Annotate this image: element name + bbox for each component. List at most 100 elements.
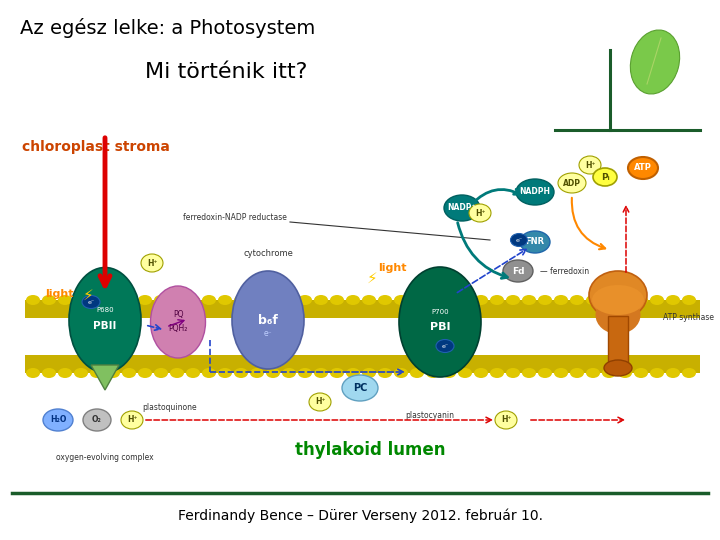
Ellipse shape [522,295,536,305]
Ellipse shape [106,368,120,378]
Ellipse shape [595,296,641,334]
Ellipse shape [378,295,392,305]
Ellipse shape [186,368,200,378]
Ellipse shape [474,368,488,378]
Text: PC: PC [353,383,367,393]
Ellipse shape [602,368,616,378]
Ellipse shape [474,295,488,305]
Text: e⁻: e⁻ [516,238,523,242]
Text: H⁺: H⁺ [474,208,485,218]
Ellipse shape [516,179,554,205]
Ellipse shape [330,295,344,305]
Ellipse shape [42,368,56,378]
Text: Az egész lelke: a Photosystem: Az egész lelke: a Photosystem [20,18,315,38]
Text: ATP synthase: ATP synthase [663,314,714,322]
Ellipse shape [138,368,152,378]
Text: light: light [45,289,73,299]
Ellipse shape [82,295,100,308]
Ellipse shape [378,368,392,378]
Text: cytochrome: cytochrome [243,248,293,258]
Text: Mi történik itt?: Mi történik itt? [145,62,307,82]
Text: b₆f: b₆f [258,314,278,327]
Text: Pᵢ: Pᵢ [600,172,609,181]
Ellipse shape [570,295,584,305]
Text: NADP⁺: NADP⁺ [448,204,476,213]
Ellipse shape [634,368,648,378]
Ellipse shape [69,267,141,373]
Text: ⚡: ⚡ [366,271,377,286]
Text: ferredoxin-NADP reductase: ferredoxin-NADP reductase [183,213,287,222]
Ellipse shape [510,233,528,246]
Ellipse shape [490,368,504,378]
Ellipse shape [90,295,104,305]
Text: ADP: ADP [563,179,581,187]
Ellipse shape [682,368,696,378]
Ellipse shape [495,411,517,429]
Polygon shape [91,365,119,390]
Ellipse shape [444,195,480,221]
Ellipse shape [298,295,312,305]
Text: PQH₂: PQH₂ [168,323,188,333]
Ellipse shape [250,368,264,378]
Ellipse shape [554,295,568,305]
Text: P700: P700 [431,309,449,315]
Ellipse shape [399,267,481,377]
Text: Ferdinandy Bence – Dürer Verseny 2012. február 10.: Ferdinandy Bence – Dürer Verseny 2012. f… [178,509,542,523]
Ellipse shape [26,295,40,305]
Text: H⁺: H⁺ [127,415,138,424]
Ellipse shape [342,375,378,401]
Ellipse shape [202,368,216,378]
Ellipse shape [42,295,56,305]
Ellipse shape [628,157,658,179]
Text: Fd: Fd [512,267,524,275]
Ellipse shape [362,368,376,378]
Text: NADPH: NADPH [520,187,551,197]
Ellipse shape [170,295,184,305]
Text: O₂: O₂ [92,415,102,424]
Ellipse shape [309,393,331,411]
Ellipse shape [154,368,168,378]
Ellipse shape [522,368,536,378]
Text: PBI: PBI [430,322,450,332]
Ellipse shape [74,368,88,378]
Text: ⚡: ⚡ [83,287,94,302]
Ellipse shape [232,271,304,369]
Ellipse shape [298,368,312,378]
Ellipse shape [138,295,152,305]
Text: oxygen-evolving complex: oxygen-evolving complex [56,454,154,462]
Ellipse shape [26,368,40,378]
Ellipse shape [586,368,600,378]
Ellipse shape [618,368,632,378]
Ellipse shape [121,411,143,429]
Text: plastoquinone: plastoquinone [143,403,197,413]
Ellipse shape [436,340,454,353]
Text: e⁻: e⁻ [87,300,94,305]
Ellipse shape [589,271,647,319]
Ellipse shape [234,368,248,378]
Ellipse shape [586,295,600,305]
Ellipse shape [650,368,664,378]
Ellipse shape [554,368,568,378]
Ellipse shape [442,368,456,378]
Text: e⁻: e⁻ [441,343,449,348]
Text: PBII: PBII [94,321,117,331]
Text: H⁺: H⁺ [585,160,595,170]
Ellipse shape [618,295,632,305]
Ellipse shape [43,409,73,431]
Ellipse shape [538,295,552,305]
Ellipse shape [170,368,184,378]
Ellipse shape [74,295,88,305]
Text: H⁺: H⁺ [147,259,157,267]
Ellipse shape [122,295,136,305]
Text: light: light [378,263,407,273]
Ellipse shape [202,295,216,305]
Ellipse shape [282,368,296,378]
Ellipse shape [602,295,616,305]
Text: H⁺: H⁺ [315,397,325,407]
Ellipse shape [410,295,424,305]
Ellipse shape [682,295,696,305]
Text: e⁻: e⁻ [264,329,272,339]
Ellipse shape [593,168,617,186]
Ellipse shape [426,368,440,378]
Ellipse shape [503,260,533,282]
